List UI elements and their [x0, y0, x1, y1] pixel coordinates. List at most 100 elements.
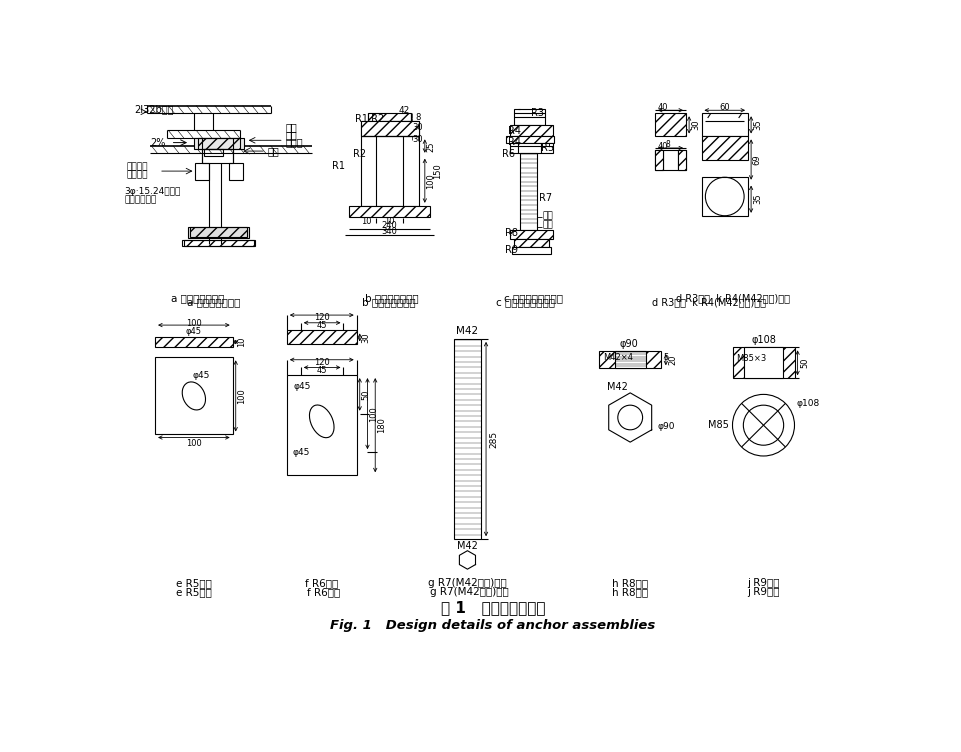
- Text: φ108: φ108: [751, 335, 776, 345]
- Text: 焊接: 焊接: [542, 211, 553, 220]
- Text: 8: 8: [415, 114, 420, 123]
- Text: 20: 20: [668, 354, 677, 365]
- Text: e R5详图: e R5详图: [176, 578, 211, 588]
- Text: φ45: φ45: [292, 447, 309, 456]
- Text: R4: R4: [507, 137, 520, 147]
- Text: M42: M42: [456, 541, 478, 551]
- Text: φ108: φ108: [795, 399, 819, 408]
- Text: 285: 285: [489, 430, 498, 447]
- Text: Fig. 1   Design details of anchor assemblies: Fig. 1 Design details of anchor assembli…: [330, 619, 655, 632]
- Bar: [155, 357, 233, 435]
- Text: φ90: φ90: [656, 422, 674, 431]
- Text: 180: 180: [377, 417, 385, 433]
- Text: 45: 45: [316, 366, 327, 375]
- Text: 45: 45: [316, 320, 327, 329]
- Text: 150: 150: [432, 163, 441, 179]
- Text: 3φ·15.24竖向钢: 3φ·15.24竖向钢: [124, 187, 181, 196]
- Bar: [520, 153, 536, 229]
- Bar: [198, 138, 240, 149]
- Text: b 滑道固底座大样: b 滑道固底座大样: [362, 297, 415, 307]
- Text: 100: 100: [426, 173, 435, 189]
- Text: c 滑道锁固螺栓大样: c 滑道锁固螺栓大样: [504, 293, 562, 303]
- Text: R1 R2: R1 R2: [355, 114, 384, 125]
- Text: 绞线滑道蹬筋: 绞线滑道蹬筋: [124, 195, 157, 204]
- Text: 50: 50: [361, 389, 370, 399]
- Text: R7: R7: [538, 193, 552, 203]
- Text: R5: R5: [540, 143, 554, 153]
- Bar: [505, 135, 554, 144]
- Text: 高强水泥: 高强水泥: [126, 162, 148, 171]
- Bar: [513, 110, 544, 125]
- Text: 焊接: 焊接: [542, 220, 553, 229]
- Bar: [678, 150, 685, 169]
- Text: 梁面: 梁面: [267, 146, 279, 156]
- Bar: [744, 347, 782, 378]
- Text: 5: 5: [663, 353, 668, 362]
- Text: 8: 8: [665, 140, 670, 149]
- Text: g R7(M42螺母)详图: g R7(M42螺母)详图: [428, 578, 506, 588]
- Text: g R7(M42螺母)详图: g R7(M42螺母)详图: [430, 587, 507, 597]
- Text: 10: 10: [237, 337, 246, 347]
- Bar: [654, 114, 685, 136]
- Text: 240: 240: [381, 221, 397, 230]
- Text: 30: 30: [690, 120, 699, 130]
- Text: c 滑道锁固螺栓大样: c 滑道锁固螺栓大样: [496, 297, 554, 307]
- Bar: [184, 240, 254, 246]
- Bar: [194, 138, 244, 149]
- Bar: [286, 375, 357, 475]
- Text: b 滑道固底座大样: b 滑道固底座大样: [364, 293, 418, 303]
- Bar: [509, 144, 553, 153]
- Bar: [190, 227, 247, 237]
- Text: 120: 120: [313, 313, 330, 322]
- Bar: [155, 337, 233, 347]
- Text: 100: 100: [185, 439, 202, 448]
- Text: 砂浆抹平: 砂浆抹平: [126, 171, 148, 180]
- Text: 100: 100: [369, 406, 378, 422]
- Text: 100: 100: [185, 319, 202, 328]
- Bar: [654, 150, 662, 169]
- Text: a 锁固组合件设计: a 锁固组合件设计: [171, 293, 224, 303]
- Bar: [204, 149, 222, 156]
- Bar: [509, 125, 553, 135]
- Bar: [360, 136, 418, 206]
- Bar: [701, 114, 748, 136]
- Bar: [513, 239, 549, 247]
- Bar: [509, 229, 553, 239]
- Bar: [453, 339, 480, 539]
- Text: 69: 69: [752, 154, 761, 165]
- Text: R3: R3: [530, 108, 543, 118]
- Bar: [512, 247, 551, 254]
- Text: R8: R8: [505, 228, 517, 238]
- Text: M42: M42: [456, 326, 478, 336]
- Text: 2I32b滑道: 2I32b滑道: [135, 105, 174, 114]
- Text: 25: 25: [426, 141, 435, 152]
- Text: M42×4: M42×4: [603, 353, 632, 362]
- Text: j R9详图: j R9详图: [747, 578, 779, 588]
- Text: 40: 40: [656, 142, 667, 151]
- Text: e R5详图: e R5详图: [176, 587, 211, 597]
- Bar: [195, 162, 209, 180]
- Text: 35: 35: [752, 120, 761, 130]
- Text: 35: 35: [752, 193, 761, 204]
- Text: M42: M42: [606, 382, 628, 392]
- Text: f R6详图: f R6详图: [305, 578, 338, 588]
- Text: R1: R1: [332, 161, 345, 171]
- Text: 340: 340: [381, 227, 397, 236]
- Text: d R3详图  k R4(M42螺母)详图: d R3详图 k R4(M42螺母)详图: [652, 297, 766, 307]
- Text: 30: 30: [412, 135, 423, 144]
- Bar: [731, 347, 794, 378]
- Text: 组合件: 组合件: [285, 138, 303, 147]
- Bar: [202, 149, 233, 162]
- Text: f R6详图: f R6详图: [307, 587, 339, 597]
- Text: 50: 50: [800, 357, 808, 368]
- Bar: [286, 330, 357, 344]
- Text: M85: M85: [707, 420, 727, 430]
- Text: d R3详图  k R4(M42螺母)详图: d R3详图 k R4(M42螺母)详图: [675, 293, 789, 303]
- Text: 42: 42: [399, 106, 410, 115]
- Bar: [229, 162, 242, 180]
- Text: 100: 100: [237, 388, 246, 404]
- Text: φ45: φ45: [293, 382, 310, 391]
- Text: R6: R6: [502, 149, 515, 159]
- Bar: [368, 114, 410, 121]
- Text: 图 1   锁固组合件构件: 图 1 锁固组合件构件: [440, 600, 545, 615]
